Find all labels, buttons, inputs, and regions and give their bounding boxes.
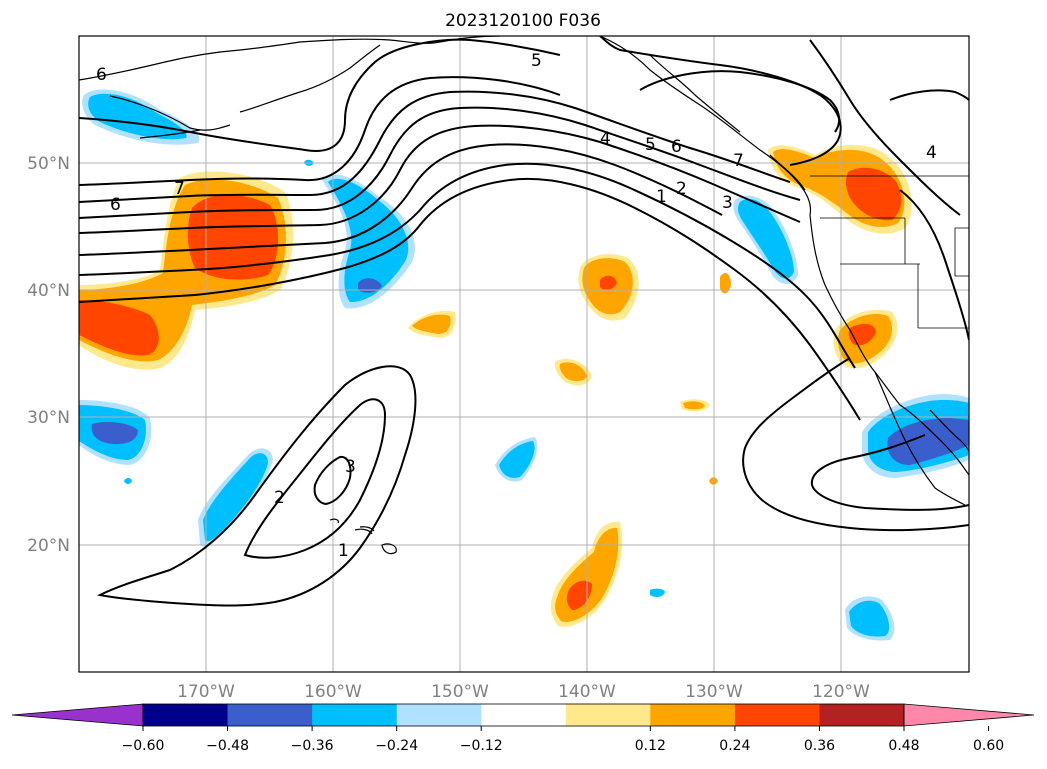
latitude-labels: 50°N 40°N 30°N 20°N bbox=[27, 154, 70, 556]
shade-blue-coast-core bbox=[737, 199, 794, 279]
contour-label: 6 bbox=[110, 195, 121, 215]
shade-darkblue-west-30n bbox=[91, 422, 138, 445]
lon-label: 170°W bbox=[177, 682, 235, 702]
colorbar-tick-label: 0.60 bbox=[973, 738, 1004, 754]
contour-line bbox=[889, 89, 969, 101]
shade-red-pnw bbox=[845, 167, 902, 221]
shade-blue-small-2 bbox=[650, 588, 665, 597]
map-title: 2023120100 F036 bbox=[445, 11, 601, 31]
colorbar-tick-label: 0.24 bbox=[719, 738, 750, 754]
contour-label: 4 bbox=[926, 143, 937, 163]
colorbar-tick-label: 0.12 bbox=[635, 738, 666, 754]
state-borders bbox=[810, 175, 969, 329]
contour-line bbox=[79, 106, 801, 219]
contour-labels: 6 7 6 5 4 5 6 7 4 3 2 1 2 3 1 bbox=[96, 51, 937, 561]
coastlines bbox=[79, 36, 969, 555]
colorbar-segment bbox=[143, 704, 229, 726]
lon-label: 120°W bbox=[812, 682, 870, 702]
contour-label: 5 bbox=[645, 135, 656, 155]
shade-blue-mid-1-core bbox=[499, 441, 535, 478]
colorbar-segment bbox=[650, 704, 736, 726]
lat-label: 50°N bbox=[27, 154, 70, 174]
colorbar: −0.60 −0.48 −0.36 −0.24 −0.12 0.12 0.24 0.36 0.4… bbox=[11, 703, 1035, 754]
colorbar-extend-max bbox=[903, 703, 1035, 727]
contour-label: 2 bbox=[676, 179, 687, 199]
contour-label: 3 bbox=[722, 193, 733, 213]
contour-line bbox=[639, 70, 841, 133]
shade-blue-southeast-core bbox=[849, 600, 890, 637]
colorbar-tick-label: −0.36 bbox=[291, 738, 334, 754]
longitude-labels: 170°W 160°W 150°W 140°W 130°W 120°W bbox=[177, 682, 870, 702]
lon-label: 160°W bbox=[304, 682, 362, 702]
shade-red-south bbox=[566, 580, 592, 610]
colorbar-segment bbox=[227, 704, 313, 726]
lat-label: 40°N bbox=[27, 281, 70, 301]
contour-line bbox=[79, 162, 856, 369]
contour-label: 6 bbox=[671, 137, 682, 157]
contour-label: 2 bbox=[274, 488, 285, 508]
shade-orange-blob-4-core bbox=[683, 401, 705, 410]
shade-orange-blob-5 bbox=[720, 273, 731, 294]
contour-line bbox=[243, 398, 387, 559]
contour-line bbox=[899, 189, 969, 341]
contour-label: 3 bbox=[345, 457, 356, 477]
lon-label: 130°W bbox=[685, 682, 743, 702]
colorbar-tick-label: 0.36 bbox=[804, 738, 835, 754]
contour-label: 7 bbox=[733, 151, 744, 171]
shade-red-blob-2 bbox=[600, 275, 617, 290]
contour-label: 7 bbox=[174, 179, 185, 199]
shade-blue-small-1 bbox=[124, 478, 132, 484]
contour-lines bbox=[79, 36, 969, 607]
contour-label: 6 bbox=[96, 65, 107, 85]
colorbar-segment bbox=[734, 704, 820, 726]
contour-line bbox=[79, 124, 801, 234]
colorbar-segment bbox=[481, 704, 567, 726]
contour-label: 4 bbox=[600, 129, 611, 149]
shade-darkblue-gulf-alaska bbox=[358, 278, 382, 293]
shade-orange-blob-1-core bbox=[412, 314, 451, 334]
map-content: 6 7 6 5 4 5 6 7 4 3 2 1 2 3 1 bbox=[79, 36, 969, 672]
colorbar-tick-label: −0.48 bbox=[206, 738, 249, 754]
shade-blue-diagonal-core bbox=[203, 453, 268, 542]
shade-red-left-north bbox=[187, 194, 279, 280]
contour-line bbox=[79, 177, 861, 421]
lat-label: 30°N bbox=[27, 408, 70, 428]
contour-line bbox=[599, 36, 842, 166]
contour-line bbox=[810, 434, 969, 511]
shade-red-left-south bbox=[79, 300, 159, 356]
colorbar-tick-label: −0.60 bbox=[122, 738, 165, 754]
colorbar-segment bbox=[312, 704, 398, 726]
contour-line bbox=[79, 143, 723, 256]
map-frame bbox=[78, 35, 970, 673]
contour-label: 5 bbox=[531, 51, 542, 71]
lon-label: 150°W bbox=[431, 682, 489, 702]
lat-label: 20°N bbox=[27, 536, 70, 556]
contour-line bbox=[79, 90, 791, 203]
contour-label: 1 bbox=[338, 541, 349, 561]
colorbar-tick-label: −0.24 bbox=[375, 738, 418, 754]
colorbar-tick-label: −0.12 bbox=[460, 738, 503, 754]
colorbar-segment bbox=[396, 704, 482, 726]
lon-label: 140°W bbox=[558, 682, 616, 702]
contour-line bbox=[79, 76, 561, 186]
contour-line bbox=[809, 39, 961, 216]
colorbar-extend-min bbox=[11, 703, 144, 727]
contour-label: 1 bbox=[656, 187, 667, 207]
shade-orange-blob-3-core bbox=[559, 362, 587, 382]
colorbar-outline bbox=[142, 703, 905, 727]
colorbar-segment bbox=[819, 704, 905, 726]
contour-line bbox=[742, 357, 969, 532]
contour-line bbox=[79, 38, 561, 152]
map-background bbox=[79, 36, 969, 672]
colorbar-tick-label: 0.48 bbox=[888, 738, 919, 754]
contour-line bbox=[96, 365, 417, 607]
shade-blue-gulf-alaska-core bbox=[328, 178, 409, 303]
colorbar-segment bbox=[565, 704, 651, 726]
contour-line bbox=[313, 455, 352, 506]
